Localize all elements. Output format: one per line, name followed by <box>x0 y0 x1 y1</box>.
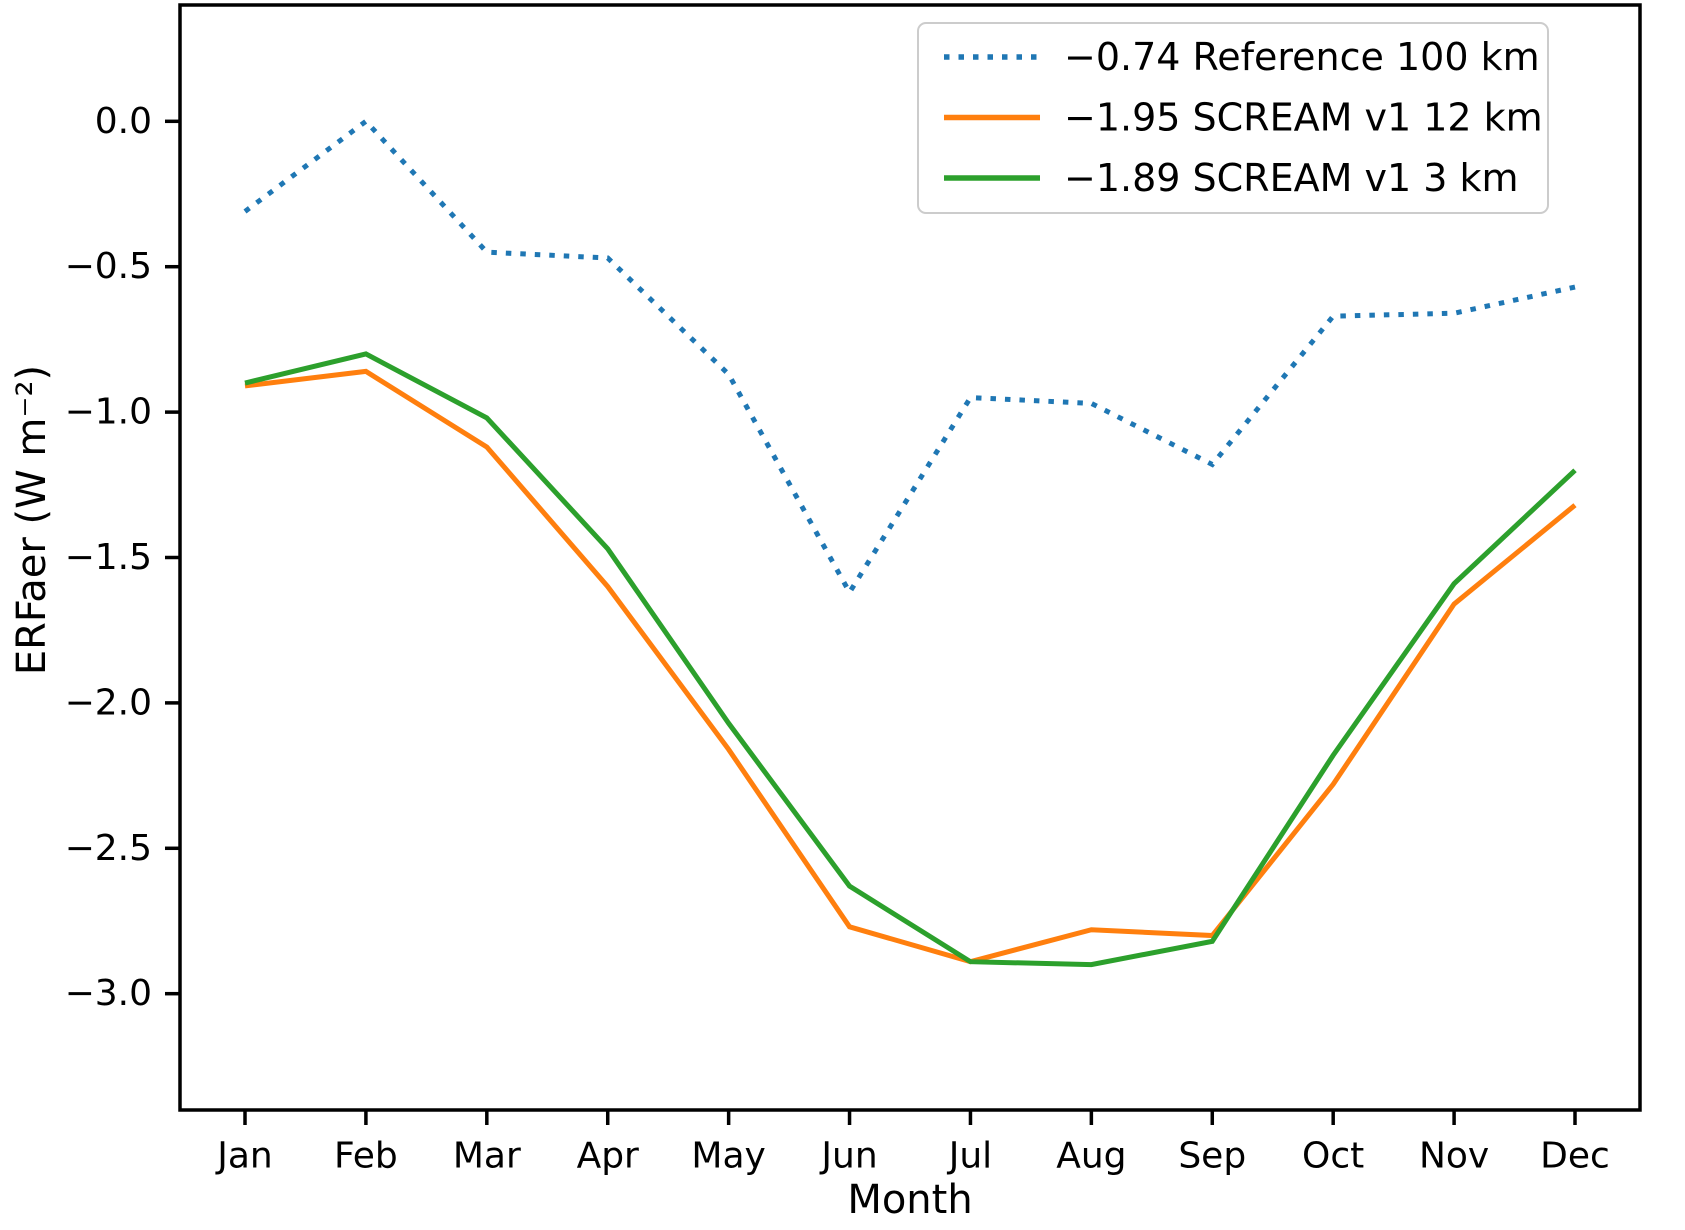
legend-label-1-95-scream-v1-12-km: −1.95 SCREAM v1 12 km <box>1064 96 1543 140</box>
x-tick-label-aug: Aug <box>1056 1136 1126 1177</box>
x-tick-label-oct: Oct <box>1302 1136 1364 1177</box>
x-tick-label-dec: Dec <box>1540 1136 1610 1177</box>
x-tick-label-mar: Mar <box>453 1136 521 1177</box>
x-axis-label: Month <box>847 1177 973 1223</box>
y-tick-label-1-5: −1.5 <box>65 537 152 578</box>
legend-box <box>917 22 1549 214</box>
x-tick-label-may: May <box>691 1136 765 1177</box>
x-tick-label-jun: Jun <box>819 1136 877 1177</box>
series-line-1-89-scream-v1-3-km <box>244 351 1577 968</box>
series-line-1-95-scream-v1-12-km <box>244 368 1577 965</box>
x-tick-label-feb: Feb <box>334 1136 398 1177</box>
x-tick-label-apr: Apr <box>577 1136 639 1177</box>
y-tick-label-0-5: −0.5 <box>65 246 152 287</box>
x-tick-label-sep: Sep <box>1178 1136 1246 1177</box>
y-tick-label-2-5: −2.5 <box>65 828 152 869</box>
y-axis-label: ERFaer (W m⁻²) <box>9 364 55 676</box>
x-tick-label-nov: Nov <box>1419 1136 1489 1177</box>
y-tick-label-1-0: −1.0 <box>65 392 152 433</box>
x-tick-label-jul: Jul <box>947 1136 992 1177</box>
y-tick-label-3-0: −3.0 <box>65 973 152 1014</box>
legend-label-1-89-scream-v1-3-km: −1.89 SCREAM v1 3 km <box>1064 156 1518 200</box>
y-tick-label-0-0: 0.0 <box>95 101 152 142</box>
x-tick-label-jan: Jan <box>215 1136 273 1177</box>
legend-label-0-74-reference-100-km: −0.74 Reference 100 km <box>1064 35 1540 79</box>
y-tick-label-2-0: −2.0 <box>65 682 152 723</box>
